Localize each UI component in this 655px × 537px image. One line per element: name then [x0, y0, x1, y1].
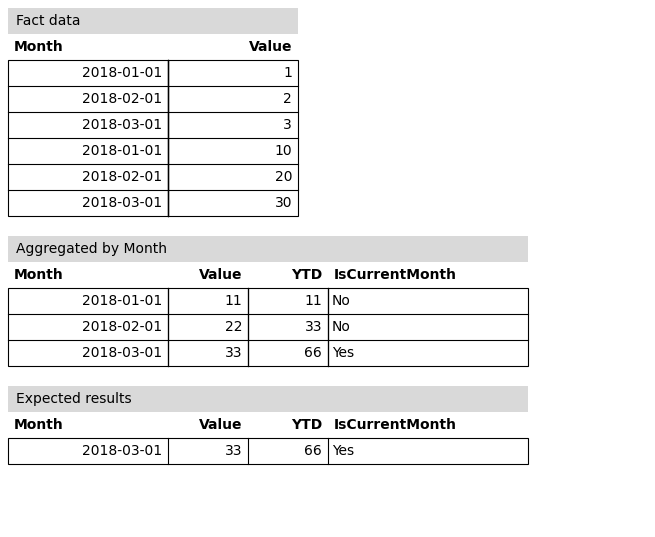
- Bar: [8, 386, 528, 412]
- Text: 30: 30: [274, 196, 292, 210]
- Text: 2018-03-01: 2018-03-01: [82, 444, 162, 458]
- Text: YTD: YTD: [291, 418, 322, 432]
- Text: 2018-03-01: 2018-03-01: [82, 346, 162, 360]
- Text: 22: 22: [225, 320, 242, 334]
- Text: 10: 10: [274, 144, 292, 158]
- Text: Value: Value: [198, 268, 242, 282]
- Text: 33: 33: [225, 444, 242, 458]
- Bar: [8, 236, 528, 262]
- Text: Value: Value: [248, 40, 292, 54]
- Text: Fact data: Fact data: [16, 14, 81, 28]
- Text: Yes: Yes: [332, 444, 354, 458]
- Text: 2018-02-01: 2018-02-01: [82, 320, 162, 334]
- Text: IsCurrentMonth: IsCurrentMonth: [334, 268, 457, 282]
- Text: Value: Value: [198, 418, 242, 432]
- Text: 11: 11: [305, 294, 322, 308]
- Text: 2018-03-01: 2018-03-01: [82, 118, 162, 132]
- Text: 2018-02-01: 2018-02-01: [82, 170, 162, 184]
- Text: 2018-03-01: 2018-03-01: [82, 196, 162, 210]
- Bar: [8, 8, 298, 34]
- Text: 33: 33: [225, 346, 242, 360]
- Bar: [8, 60, 298, 216]
- Text: No: No: [332, 294, 351, 308]
- Text: Aggregated by Month: Aggregated by Month: [16, 242, 167, 256]
- Text: 11: 11: [224, 294, 242, 308]
- Text: Month: Month: [14, 40, 64, 54]
- Text: IsCurrentMonth: IsCurrentMonth: [334, 418, 457, 432]
- Bar: [8, 288, 528, 366]
- Text: 66: 66: [305, 444, 322, 458]
- Text: 2018-01-01: 2018-01-01: [82, 294, 162, 308]
- Text: 1: 1: [283, 66, 292, 80]
- Text: 33: 33: [305, 320, 322, 334]
- Text: Yes: Yes: [332, 346, 354, 360]
- Bar: [8, 438, 528, 464]
- Text: Expected results: Expected results: [16, 392, 132, 406]
- Text: 2: 2: [283, 92, 292, 106]
- Text: Month: Month: [14, 418, 64, 432]
- Text: 66: 66: [305, 346, 322, 360]
- Text: YTD: YTD: [291, 268, 322, 282]
- Text: Month: Month: [14, 268, 64, 282]
- Text: 2018-01-01: 2018-01-01: [82, 66, 162, 80]
- Text: 2018-02-01: 2018-02-01: [82, 92, 162, 106]
- Text: No: No: [332, 320, 351, 334]
- Text: 20: 20: [274, 170, 292, 184]
- Text: 2018-01-01: 2018-01-01: [82, 144, 162, 158]
- Text: 3: 3: [283, 118, 292, 132]
